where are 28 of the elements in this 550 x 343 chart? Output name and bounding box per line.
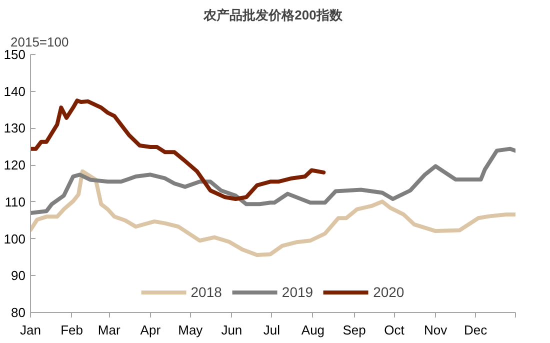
y-tick-label: 80 xyxy=(11,305,26,320)
x-tick-label: Dec xyxy=(464,322,488,338)
x-tick-label: Aug xyxy=(301,322,325,338)
x-tick-label: Sep xyxy=(342,322,366,338)
x-tick-label: Jul xyxy=(263,322,280,338)
y-axis-title: 2015=100 xyxy=(10,34,69,50)
y-tick-label: 110 xyxy=(4,194,26,210)
y-tick-label: 90 xyxy=(11,268,26,284)
x-tick-label: Mar xyxy=(98,322,121,338)
x-tick-label: May xyxy=(178,322,204,338)
y-tick-label: 100 xyxy=(4,231,26,246)
x-tick-label: Jun xyxy=(221,322,242,338)
line-series xyxy=(30,169,516,258)
legend-label: 2020 xyxy=(373,284,404,300)
y-tick-label: 140 xyxy=(4,84,26,99)
y-tick-label: 130 xyxy=(4,120,26,136)
x-tick-label: Apr xyxy=(140,322,162,338)
line-series xyxy=(30,146,516,215)
chart-title: 农产品批发价格200指数 xyxy=(202,8,344,22)
x-tick-label: Nov xyxy=(424,322,448,338)
y-tick-label: 120 xyxy=(4,158,26,173)
line-series xyxy=(30,98,326,201)
y-tick-label: 150 xyxy=(4,47,26,62)
x-tick-label: Jan xyxy=(20,322,41,338)
x-tick-label: Oct xyxy=(384,322,405,338)
legend-label: 2018 xyxy=(190,284,222,300)
x-tick-label: Feb xyxy=(60,322,84,338)
legend-label: 2019 xyxy=(282,284,314,300)
